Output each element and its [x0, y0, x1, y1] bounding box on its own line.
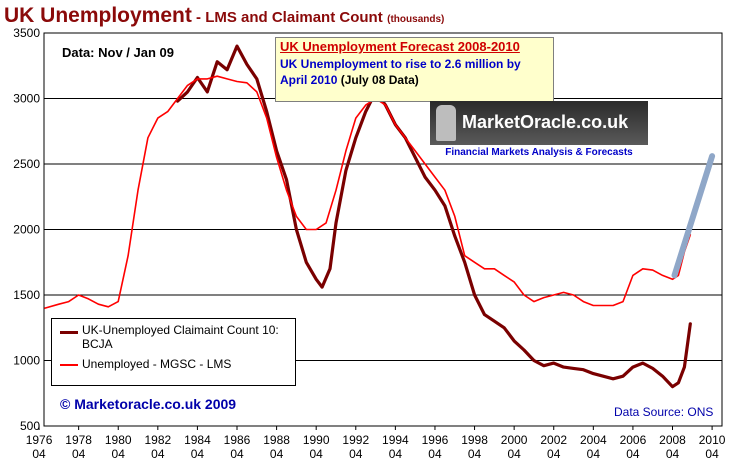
legend-lms-label: Unemployed - MGSC - LMS [82, 357, 232, 371]
x-tick-label: 2000 [501, 433, 528, 447]
x-tick-label: 1990 [303, 433, 330, 447]
series-forecast [671, 153, 716, 279]
x-tick-sublabel: 04 [230, 447, 244, 461]
x-tick-sublabel: 04 [72, 447, 86, 461]
x-tick-label: 2010 [699, 433, 726, 447]
x-tick-sublabel: 04 [112, 447, 126, 461]
x-tick-sublabel: 04 [666, 447, 680, 461]
x-tick-label: 1986 [224, 433, 251, 447]
x-tick-label: 1998 [461, 433, 488, 447]
marketoracle-logo: MarketOracle.co.uk Financial Markets Ana… [430, 101, 648, 161]
statue-icon [436, 105, 456, 141]
x-tick-sublabel: 04 [507, 447, 521, 461]
x-tick-sublabel: 04 [151, 447, 165, 461]
y-tick-label: 3000 [13, 92, 40, 106]
x-tick-label: 1992 [342, 433, 369, 447]
forecast-line-2b: (July 08 Data) [337, 73, 419, 87]
y-tick-label: 2000 [13, 223, 40, 237]
x-tick-sublabel: 04 [428, 447, 442, 461]
x-tick-sublabel: 04 [468, 447, 482, 461]
x-tick-sublabel: 04 [191, 447, 205, 461]
x-tick-label: 1978 [65, 433, 92, 447]
forecast-box: UK Unemployment Forecast 2008-2010 UK Un… [275, 37, 554, 102]
forecast-line-1: UK Unemployment to rise to 2.6 million b… [280, 57, 521, 71]
x-tick-label: 1984 [184, 433, 211, 447]
chart-title: UK Unemployment - LMS and Claimant Count… [4, 4, 444, 28]
x-tick-sublabel: 04 [705, 447, 719, 461]
x-tick-label: 1994 [382, 433, 409, 447]
data-note: Data: Nov / Jan 09 [62, 45, 174, 60]
x-tick-sublabel: 04 [310, 447, 324, 461]
forecast-title: UK Unemployment Forecast 2008-2010 [280, 39, 520, 54]
x-tick-label: 1976 [26, 433, 53, 447]
x-tick-sublabel: 04 [389, 447, 403, 461]
y-tick-label: 2500 [13, 157, 40, 171]
legend-claimant-swatch [60, 331, 78, 334]
logo-name: MarketOracle.co.uk [462, 112, 629, 132]
data-source: Data Source: ONS [614, 405, 714, 419]
y-tick-label: 3500 [13, 26, 40, 40]
title-sub: - LMS and Claimant Count [191, 9, 383, 26]
x-tick-sublabel: 04 [349, 447, 363, 461]
legend-claimant-label: UK-Unemployed Claimaint Count 10: BCJA [82, 323, 279, 351]
x-tick-label: 1988 [263, 433, 290, 447]
x-tick-label: 1982 [144, 433, 171, 447]
legend-lms-swatch [60, 364, 78, 366]
x-tick-label: 1980 [105, 433, 132, 447]
logo-banner: MarketOracle.co.uk [430, 101, 648, 145]
x-tick-sublabel: 04 [270, 447, 284, 461]
y-tick-label: 500 [20, 419, 40, 433]
y-tick-label: 1500 [13, 288, 40, 302]
title-main: UK Unemployment [4, 4, 192, 27]
x-tick-sublabel: 04 [547, 447, 561, 461]
forecast-line-2a: April 2010 [280, 73, 338, 87]
x-tick-label: 2002 [540, 433, 567, 447]
copyright: © Marketoracle.co.uk 2009 [60, 396, 237, 412]
series-claimant-count [176, 44, 692, 389]
x-tick-sublabel: 04 [626, 447, 640, 461]
x-axis: 1976041978041980041982041984041986041988… [26, 426, 726, 461]
y-tick-label: 1000 [13, 354, 40, 368]
legend: UK-Unemployed Claimaint Count 10: BCJA U… [51, 318, 296, 386]
y-axis: 500 1000 1500 2000 2500 3000 3500 [13, 26, 40, 433]
x-tick-label: 2006 [620, 433, 647, 447]
x-tick-sublabel: 04 [32, 447, 46, 461]
title-units: (thousands) [387, 14, 445, 25]
x-tick-sublabel: 04 [587, 447, 601, 461]
forecast-line-2: April 2010 (July 08 Data) [280, 73, 419, 87]
x-tick-label: 1996 [422, 433, 449, 447]
x-tick-label: 2004 [580, 433, 607, 447]
x-tick-label: 2008 [659, 433, 686, 447]
logo-tagline: Financial Markets Analysis & Forecasts [445, 147, 633, 158]
